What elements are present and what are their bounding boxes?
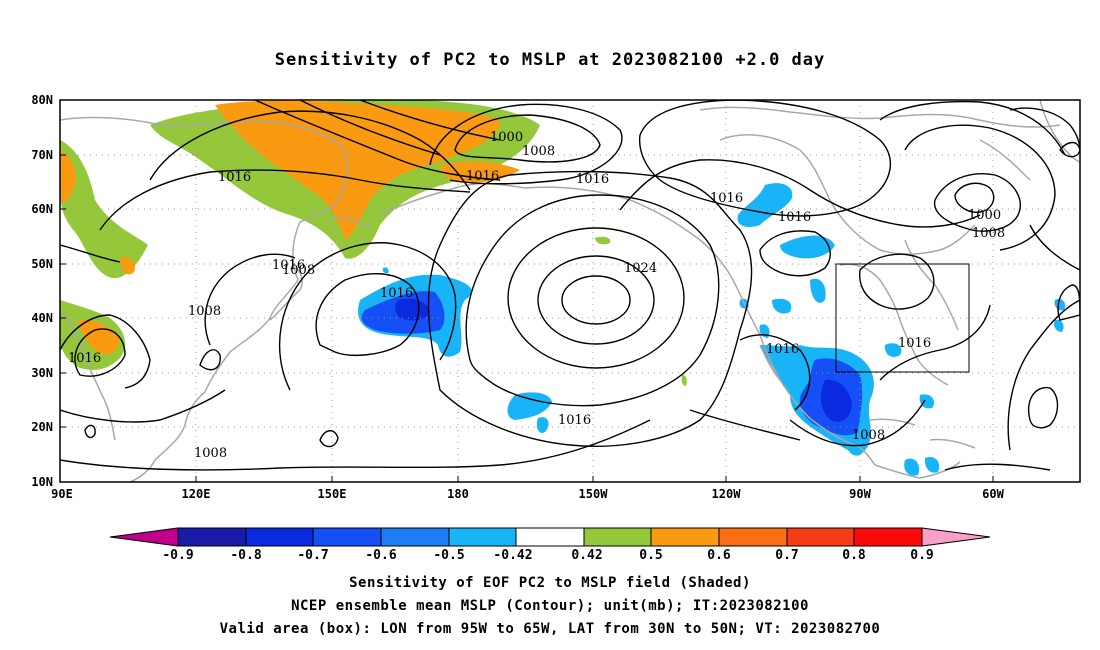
contour-label: 1024 [624,261,657,276]
colorbar-label: -0.9 [162,548,193,563]
lat-label: 40N [31,311,53,325]
lon-label: 120E [182,487,211,501]
contour-label: 1008 [972,226,1005,241]
lon-label: 180 [447,487,469,501]
contour-label: 1008 [194,446,227,461]
contour-label: 1016 [576,172,609,187]
lat-label: 10N [31,475,53,489]
contour-label: 1000 [490,130,523,145]
colorbar-label: 0.9 [910,548,933,563]
graticule [60,100,1080,482]
colorbar-right-arrow [921,527,991,547]
colorbar-label: -0.5 [433,548,464,563]
lon-label: 150E [318,487,347,501]
longitude-labels: 90E 120E 150E 180 150W 120W 90W 60W [51,487,1004,501]
contour-label: 1016 [710,191,743,206]
lat-label: 60N [31,202,53,216]
colorbar-swatch [786,527,855,547]
contour-label: 1016 [68,351,101,366]
colorbar-swatch [718,527,788,547]
colorbar-swatch [312,527,382,547]
lon-label: 90W [849,487,871,501]
latitude-axis [60,99,66,483]
contour-label: 1016 [218,170,251,185]
contour-label: 1016 [778,210,811,225]
colorbar-swatch [177,527,247,547]
contour-label: 1016 [766,342,799,357]
contour-label: 1000 [968,208,1001,223]
colorbar-label: -0.7 [297,548,328,563]
lat-label: 50N [31,257,53,271]
colorbar-swatch [515,527,585,547]
colorbar-label: 0.6 [707,548,731,563]
contour-label: 1008 [852,428,885,443]
caption-shaded: Sensitivity of EOF PC2 to MSLP field (Sh… [349,575,751,591]
colorbar-swatch [853,527,923,547]
colorbar-label: 0.8 [842,548,866,563]
colorbar-left-arrow [109,527,179,547]
colorbar-swatch [650,527,720,547]
lon-label: 150W [579,487,609,501]
contour-label: 1016 [898,336,931,351]
contour-label: 1016 [466,169,499,184]
map-frame [59,99,1081,483]
contour-label: 1016 [380,286,413,301]
colorbar-label: -0.42 [493,548,532,563]
colorbar-swatch [583,527,652,547]
contour-label: 1016 [272,258,305,273]
colorbar-label: 0.7 [775,548,798,563]
lon-label: 60W [982,487,1004,501]
lon-label: 120W [712,487,742,501]
map-title: Sensitivity of PC2 to MSLP at 2023082100… [274,50,826,70]
lat-label: 80N [31,93,53,107]
valid-area-box [835,263,970,373]
contour-label: 1008 [188,304,221,319]
longitude-axis [59,476,994,482]
contour-label: 1008 [522,144,555,159]
contour-label: 1008 [282,263,315,278]
contour-label: 1016 [558,413,591,428]
colorbar-swatch [380,527,450,547]
lon-label: 90E [51,487,73,501]
colorbar-label: 0.5 [639,548,662,563]
lat-label: 20N [31,420,53,434]
colorbar-swatch [245,527,314,547]
latitude-labels: 80N 70N 60N 50N 40N 30N 20N 10N [31,93,53,489]
caption-contour: NCEP ensemble mean MSLP (Contour); unit(… [291,598,809,614]
contour-labels: 1000 1008 1016 1016 1016 1016 1008 1008 … [68,130,1005,461]
lat-label: 70N [31,148,53,162]
colorbar-label: -0.8 [230,548,261,563]
colorbar-label: 0.42 [571,548,602,563]
caption-valid-area: Valid area (box): LON from 95W to 65W, L… [219,621,881,637]
colorbar: -0.9 -0.8 -0.7 -0.6 -0.5 -0.42 0.42 0.5 … [109,527,991,563]
colorbar-label: -0.6 [365,548,396,563]
coastlines [60,100,1080,482]
colorbar-swatch [448,527,517,547]
lat-label: 30N [31,366,53,380]
